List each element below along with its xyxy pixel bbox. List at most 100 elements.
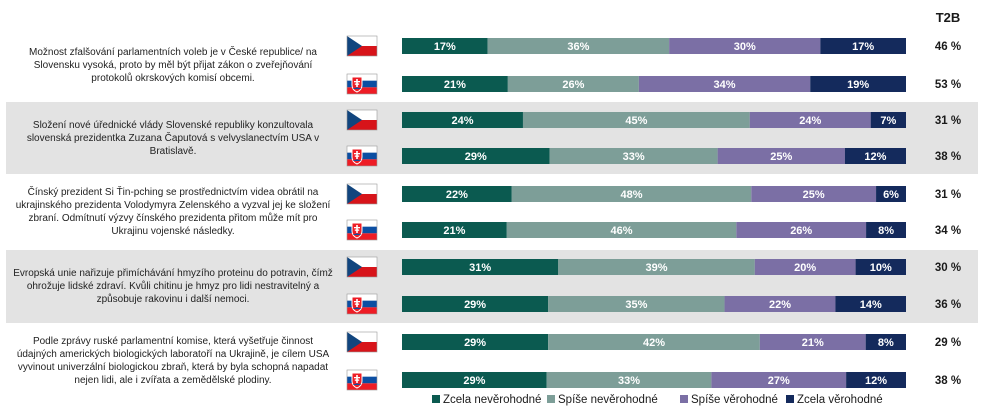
flag-blue-triangle <box>347 110 362 130</box>
flag-red-stripe <box>347 233 377 240</box>
data-label: 26% <box>562 79 584 91</box>
flag-white-stripe <box>347 332 377 342</box>
flag-red-stripe <box>347 159 377 166</box>
data-label: 24% <box>799 115 821 127</box>
data-label: 24% <box>451 115 473 127</box>
coat-of-arms-cross-bar <box>354 155 360 157</box>
data-label: 19% <box>847 79 869 91</box>
bar-segment <box>548 296 725 312</box>
data-label: 34% <box>714 79 736 91</box>
coat-of-arms-cross-bar <box>354 377 360 379</box>
flag-border <box>346 109 378 131</box>
flag-red-stripe <box>347 342 377 352</box>
flag-border <box>346 35 378 57</box>
bar-segment <box>754 259 856 275</box>
coat-of-arms-cross-vertical <box>356 79 358 87</box>
bar-segment <box>402 259 559 275</box>
slovak-flag <box>346 73 378 95</box>
data-label: 29% <box>464 337 486 349</box>
data-label: 25% <box>770 151 792 163</box>
flag-border <box>346 369 378 391</box>
statement-text: Čínský prezident Si Ťin-pching se prostř… <box>15 187 331 237</box>
bar-segment <box>487 38 670 54</box>
legend-label: Spíše věrohodné <box>691 394 778 406</box>
flag-blue-triangle <box>347 257 362 277</box>
data-label: 8% <box>878 225 894 237</box>
bar-segment <box>506 222 737 238</box>
coat-of-arms-cross-vertical <box>356 375 358 383</box>
data-label: 22% <box>446 189 468 201</box>
bar-segment <box>724 296 836 312</box>
data-label: 8% <box>878 337 894 349</box>
t2b-header: T2B <box>936 10 961 25</box>
data-label: 45% <box>625 115 647 127</box>
data-label: 42% <box>643 337 665 349</box>
data-label: 21% <box>444 79 466 91</box>
flag-blue-triangle <box>347 332 362 352</box>
data-label: 29% <box>464 299 486 311</box>
flag-border <box>346 145 378 167</box>
flag-border <box>346 256 378 278</box>
bar-segment <box>820 38 906 54</box>
t2b-value: 31 % <box>935 115 961 127</box>
bar-segment <box>835 296 906 312</box>
t2b-value: 36 % <box>935 299 961 311</box>
legend-label: Spíše nevěrohodné <box>558 394 658 406</box>
czech-flag <box>346 256 378 278</box>
bar-segment <box>402 222 507 238</box>
flag-white-stripe <box>347 110 377 120</box>
coat-of-arms-cross-vertical <box>356 151 358 159</box>
data-label: 48% <box>621 189 643 201</box>
flag-blue-triangle <box>347 184 362 204</box>
data-label: 12% <box>864 151 886 163</box>
flag-white-stripe <box>347 257 377 267</box>
t2b-value: 31 % <box>935 189 961 201</box>
bar-segment <box>402 76 508 92</box>
flag-border <box>346 73 378 95</box>
legend-swatch <box>786 395 794 403</box>
czech-flag <box>346 109 378 131</box>
bar-segment <box>549 148 718 164</box>
bar-segment <box>866 222 906 238</box>
flag-white-stripe <box>347 36 377 46</box>
data-label: 20% <box>794 262 816 274</box>
bar-segment <box>846 372 906 388</box>
bar-segment <box>865 334 906 350</box>
coat-of-arms-cross-bar <box>354 229 360 231</box>
czech-flag <box>346 331 378 353</box>
czech-flag <box>346 35 378 57</box>
coat-of-arms-cross-bar <box>354 83 360 85</box>
bar-segment <box>638 76 811 92</box>
legend-label: Zcela věrohodné <box>797 394 883 406</box>
coat-of-arms-cross-bar <box>354 227 360 229</box>
bar-segment <box>669 38 821 54</box>
flag-red-stripe <box>347 383 377 390</box>
data-label: 26% <box>790 225 812 237</box>
bar-segment <box>402 38 488 54</box>
bar-segment <box>749 112 871 128</box>
bar-segment <box>402 334 549 350</box>
data-label: 22% <box>769 299 791 311</box>
bar-segment <box>711 372 847 388</box>
bar-segment <box>507 76 639 92</box>
bar-segment <box>546 372 712 388</box>
bar-segment <box>736 222 867 238</box>
bar-segment <box>402 186 512 202</box>
bar-segment <box>844 148 906 164</box>
bar-segment <box>759 334 866 350</box>
data-label: 39% <box>646 262 668 274</box>
statement-text: Evropská unie nařizuje přimíchávání hmyz… <box>13 268 333 305</box>
legend-swatch <box>680 395 688 403</box>
flag-border <box>346 183 378 205</box>
t2b-value: 38 % <box>935 151 961 163</box>
bar-segment <box>751 186 877 202</box>
bar-segment <box>402 296 549 312</box>
bar-segment <box>402 112 523 128</box>
slovak-flag <box>346 369 378 391</box>
data-label: 21% <box>802 337 824 349</box>
data-label: 35% <box>625 299 647 311</box>
coat-of-arms-cross-bar <box>354 379 360 381</box>
statement-text: Podle zprávy ruské parlamentní komise, k… <box>16 336 330 386</box>
bar-segment <box>402 372 547 388</box>
